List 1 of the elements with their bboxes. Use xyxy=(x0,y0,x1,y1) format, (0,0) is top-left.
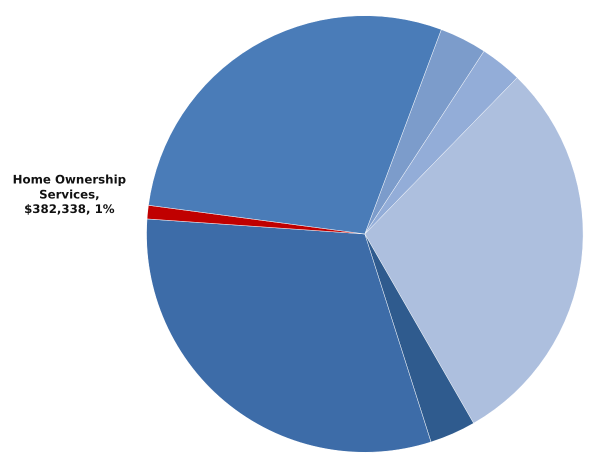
data-label: Home Ownership Services, $382,338, 1% xyxy=(12,172,126,216)
